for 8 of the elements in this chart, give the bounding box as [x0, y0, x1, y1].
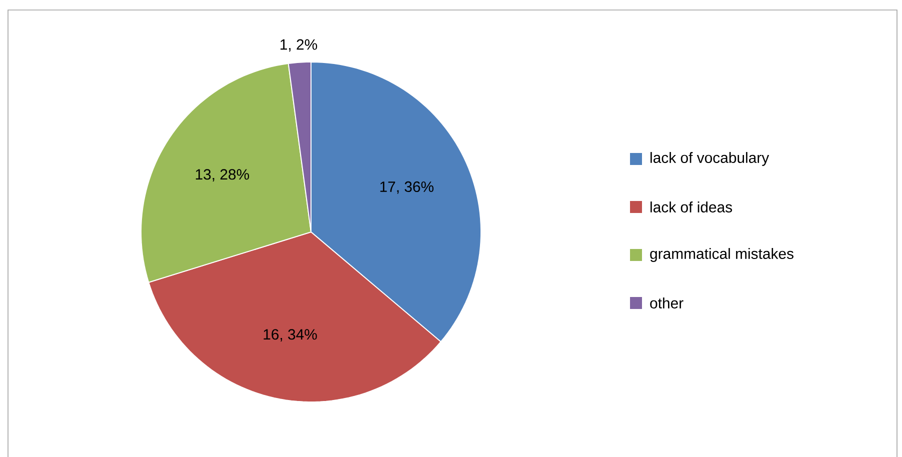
- data-label: 1, 2%: [280, 39, 318, 52]
- data-label: 13, 28%: [196, 169, 250, 182]
- data-label: 17, 36%: [380, 181, 434, 194]
- data-label: 16, 34%: [264, 329, 317, 342]
- legend-label: lack of vocabulary: [650, 152, 770, 166]
- legend-label: other: [650, 297, 684, 308]
- legend-label: lack of ideas: [650, 201, 732, 212]
- legend-label: grammatical mistakes: [650, 248, 794, 262]
